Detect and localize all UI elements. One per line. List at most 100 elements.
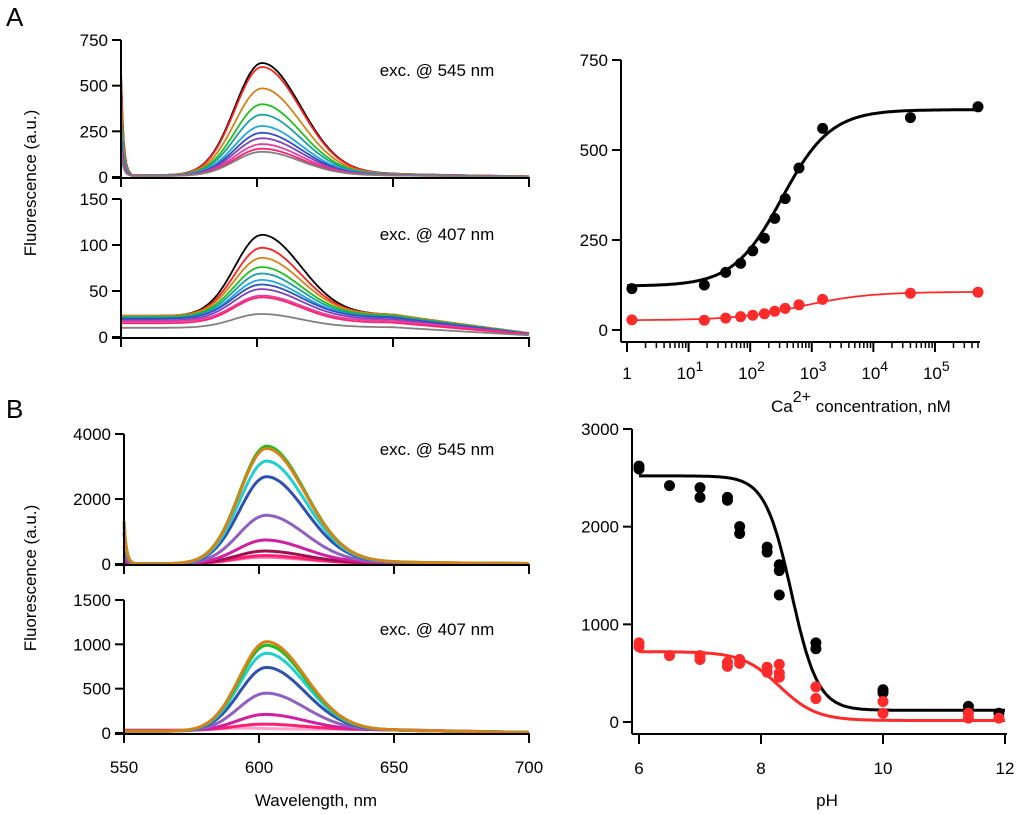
x-tick-label: 600: [245, 758, 273, 777]
y-tick-label: 100: [80, 236, 108, 255]
x-tick-label: 101: [677, 358, 704, 383]
ph-xlabel: pH: [816, 791, 838, 810]
data-point: [694, 482, 706, 494]
data-point: [694, 491, 706, 503]
y-tick-label: 4000: [73, 425, 111, 444]
fit-curve-0: [639, 474, 1005, 712]
calcium-xlabel: Ca2+ concentration, nM: [771, 389, 951, 416]
x-tick-label: 10: [874, 759, 893, 778]
panel-b-spectra-545: 0 2000 4000 exc. @ 545 nm: [73, 425, 530, 574]
data-point: [626, 283, 638, 295]
data-point: [735, 257, 747, 269]
excitation-annotation: exc. @ 545 nm: [380, 61, 495, 80]
panel-a-calcium-titration: 0 250 500 750 1 101 102 103 104 105 Ca2+ concentra…: [580, 51, 984, 416]
y-tick-label: 750: [80, 31, 108, 50]
excitation-annotation: exc. @ 545 nm: [380, 440, 495, 459]
spectrum-line-8: [120, 143, 529, 178]
spectrum-line-10: [120, 150, 529, 178]
y-tick-label: 2000: [581, 518, 619, 537]
data-point: [626, 314, 638, 326]
y-tick-label: 150: [80, 190, 108, 209]
y-tick-label: 250: [580, 231, 608, 250]
data-point: [810, 643, 822, 655]
y-tick-label: 0: [102, 555, 111, 574]
data-point: [698, 314, 710, 326]
y-tick-label: 500: [83, 680, 111, 699]
y-tick-label: 0: [599, 321, 608, 340]
data-point: [694, 653, 706, 665]
excitation-annotation: exc. @ 407 nm: [380, 620, 495, 639]
y-tick-label: 1000: [73, 635, 111, 654]
data-point: [720, 266, 732, 278]
x-tick-label: 8: [756, 759, 765, 778]
x-tick-label: 104: [861, 358, 888, 383]
spectrum-line-7: [122, 444, 529, 566]
x-tick-label: 650: [380, 758, 408, 777]
x-tick-label: 103: [800, 358, 827, 383]
spectrum-line-6: [121, 283, 530, 335]
panel-b-ph-titration: 0 1000 2000 3000 6 8 10 12 pH: [581, 420, 1014, 810]
data-point: [734, 657, 746, 669]
panel-a-spectra-545: 0 250 500 750 exc. @ 545 nm: [80, 31, 530, 187]
data-point: [758, 308, 770, 320]
data-point: [904, 112, 916, 124]
data-point: [721, 494, 733, 506]
panel-a-spectra-407: 0 50 100 150 exc. @ 407 nm: [80, 190, 530, 347]
data-point: [877, 707, 889, 719]
data-point: [698, 279, 710, 291]
x-tick-label: 12: [996, 759, 1015, 778]
data-point: [877, 695, 889, 707]
data-point: [972, 101, 984, 113]
data-point: [761, 666, 773, 678]
data-point: [962, 712, 974, 724]
y-tick-label: 0: [610, 713, 619, 732]
data-point: [758, 232, 770, 244]
data-point: [747, 309, 759, 321]
data-point: [633, 641, 645, 653]
panel-a-ylabel: Fluorescence (a.u.): [21, 110, 40, 256]
data-point: [761, 546, 773, 558]
data-point: [904, 287, 916, 299]
data-point: [735, 311, 747, 323]
panel-letter-b: B: [6, 394, 23, 424]
spectrum-line-10: [121, 313, 530, 337]
panel-b-spectra-407: 0 500 1000 1500 550 600 650 700 exc. @ 407 nm: [73, 591, 543, 777]
data-point: [993, 712, 1005, 724]
data-point: [817, 122, 829, 134]
data-point: [769, 212, 781, 224]
spectrum-line-7: [124, 640, 529, 734]
x-tick-label: 550: [110, 758, 138, 777]
data-point: [810, 693, 822, 705]
data-point: [779, 193, 791, 205]
wavelength-xlabel: Wavelength, nm: [255, 791, 377, 810]
x-tick-label: 1: [622, 364, 631, 383]
data-point: [734, 528, 746, 540]
spectrum-line-9: [121, 296, 530, 336]
data-point: [633, 463, 645, 475]
y-tick-label: 0: [99, 328, 108, 347]
y-tick-label: 750: [580, 51, 608, 70]
spectrum-line-5: [122, 475, 529, 566]
data-point: [773, 589, 785, 601]
x-tick-label: 700: [515, 758, 543, 777]
spectrum-line-5: [124, 651, 529, 734]
fit-curve-0: [627, 108, 978, 288]
y-tick-label: 500: [580, 141, 608, 160]
y-tick-label: 1000: [581, 615, 619, 634]
data-point: [664, 480, 675, 492]
spectrum-line-4: [124, 666, 529, 734]
y-tick-label: 500: [80, 77, 108, 96]
spectrum-line-8: [121, 294, 530, 336]
x-tick-label: 102: [738, 358, 765, 383]
data-point: [779, 302, 791, 314]
data-point: [747, 245, 759, 257]
x-tick-label: 6: [634, 759, 643, 778]
y-tick-label: 2000: [73, 490, 111, 509]
y-tick-label: 50: [89, 282, 108, 301]
data-point: [773, 658, 785, 670]
y-tick-label: 250: [80, 122, 108, 141]
excitation-annotation: exc. @ 407 nm: [380, 225, 495, 244]
data-point: [773, 565, 785, 577]
y-tick-label: 1500: [73, 591, 111, 610]
spectrum-line-8: [122, 446, 529, 566]
